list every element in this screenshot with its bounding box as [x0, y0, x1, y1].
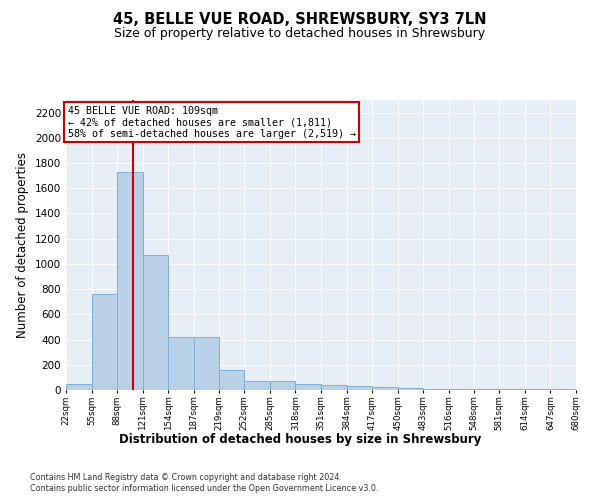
- Bar: [372, 388, 398, 390]
- Text: 45 BELLE VUE ROAD: 109sqm
← 42% of detached houses are smaller (1,811)
58% of se: 45 BELLE VUE ROAD: 109sqm ← 42% of detac…: [68, 106, 356, 139]
- Bar: [66, 384, 92, 390]
- Bar: [143, 255, 169, 390]
- Bar: [169, 337, 194, 390]
- Bar: [117, 172, 143, 390]
- Text: 45, BELLE VUE ROAD, SHREWSBURY, SY3 7LN: 45, BELLE VUE ROAD, SHREWSBURY, SY3 7LN: [113, 12, 487, 28]
- Bar: [295, 384, 321, 390]
- Bar: [92, 294, 117, 390]
- Text: Size of property relative to detached houses in Shrewsbury: Size of property relative to detached ho…: [115, 28, 485, 40]
- Text: Distribution of detached houses by size in Shrewsbury: Distribution of detached houses by size …: [119, 432, 481, 446]
- Bar: [398, 388, 424, 390]
- Bar: [270, 380, 295, 390]
- Y-axis label: Number of detached properties: Number of detached properties: [16, 152, 29, 338]
- Text: Contains HM Land Registry data © Crown copyright and database right 2024.: Contains HM Land Registry data © Crown c…: [30, 472, 342, 482]
- Bar: [194, 337, 220, 390]
- Bar: [244, 380, 270, 390]
- Bar: [218, 370, 244, 390]
- Bar: [424, 388, 449, 390]
- Bar: [321, 385, 347, 390]
- Bar: [347, 386, 372, 390]
- Text: Contains public sector information licensed under the Open Government Licence v3: Contains public sector information licen…: [30, 484, 379, 493]
